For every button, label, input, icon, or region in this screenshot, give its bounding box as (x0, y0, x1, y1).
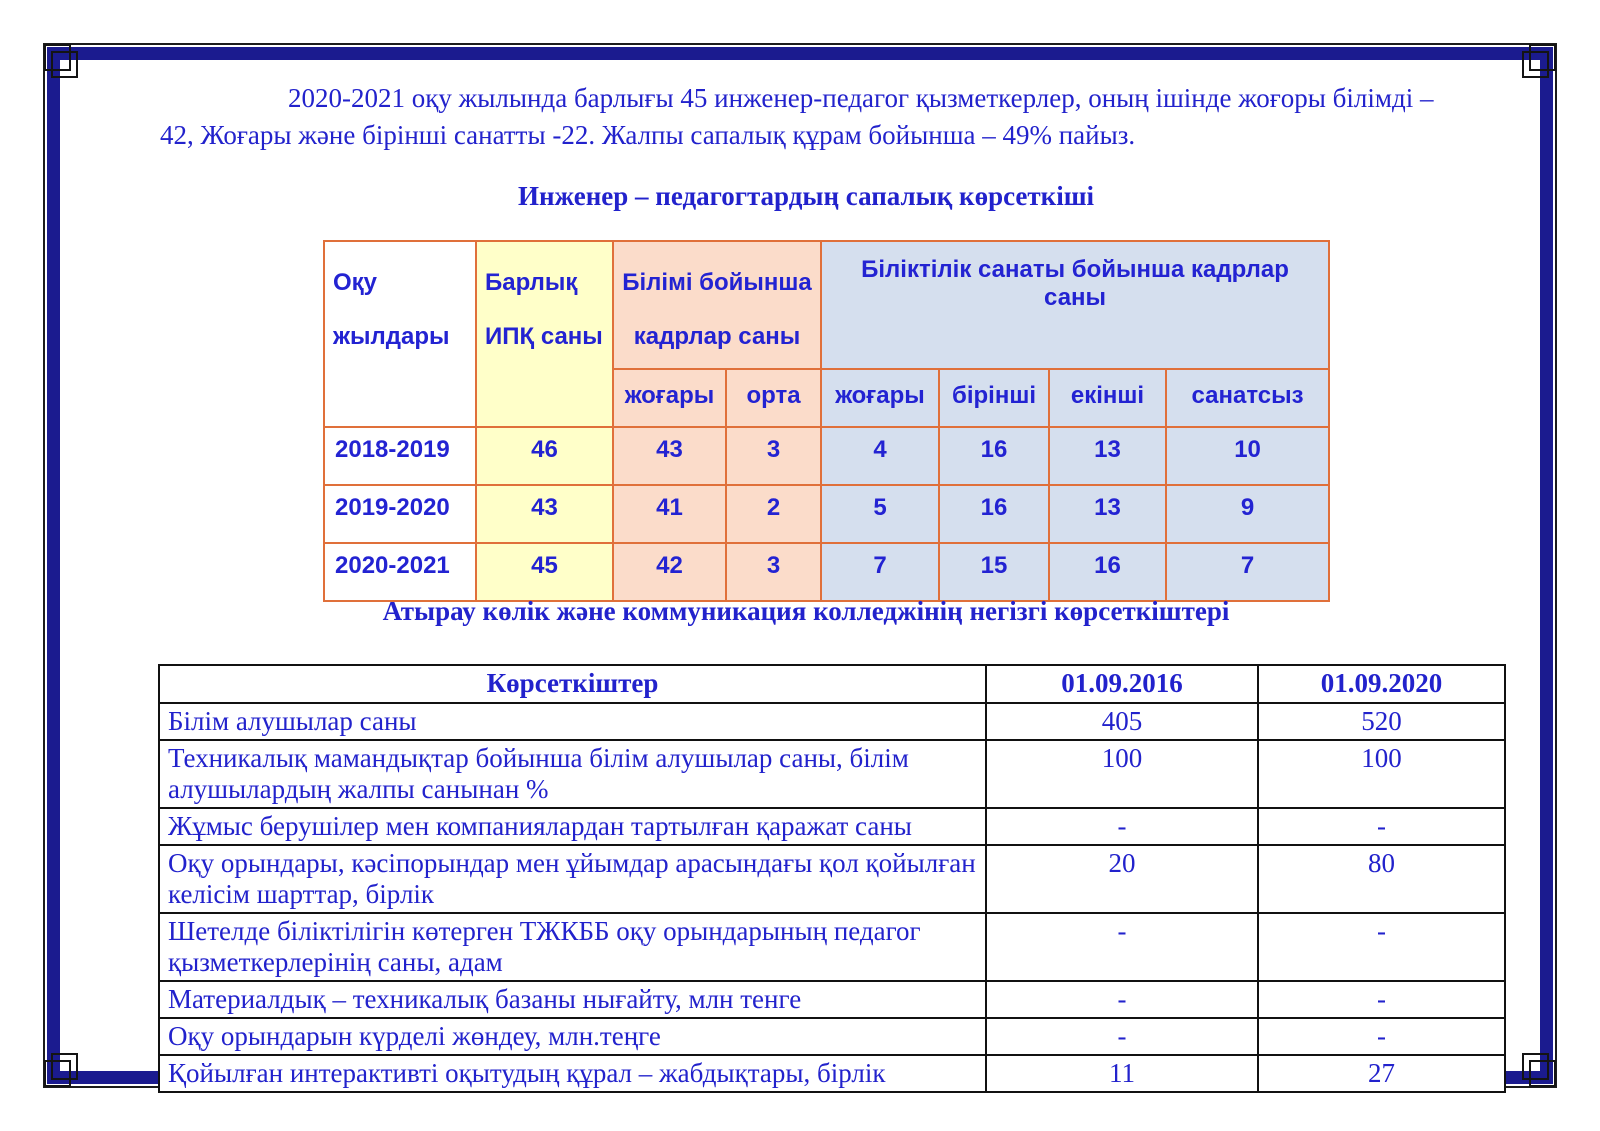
value-2016-cell: 405 (985, 702, 1259, 741)
no-cat-cell: 7 (1165, 542, 1331, 602)
border-corner-square (44, 1060, 71, 1087)
table1-title: Инженер – педагогтардың сапалық көрсеткі… (517, 181, 1095, 211)
indicator-label-cell: Материалдық – техникалық базаны нығайту,… (158, 980, 987, 1019)
table-row: 2020-2021 45 42 3 7 15 16 7 (323, 542, 1331, 602)
year-cell: 2018-2019 (323, 426, 477, 486)
value-2016-cell: 100 (985, 739, 1259, 809)
indicator-label-cell: Оқу орындары, кәсіпорындар мен ұйымдар а… (158, 844, 987, 914)
secondary-edu-cell: 3 (724, 542, 823, 602)
indicator-label-cell: Білім алушылар саны (158, 702, 987, 741)
indicator-label-cell: Жұмыс берушілер мен компаниялардан тарты… (158, 807, 987, 846)
secondary-edu-cell: 3 (724, 426, 823, 486)
group-header-qualification: Біліктілік санаты бойынша кадрлар саны (820, 240, 1331, 370)
value-2020-cell: 27 (1257, 1054, 1506, 1093)
table2-title: Атырау көлік және коммуникация колледжін… (382, 596, 1230, 626)
value-2020-cell: - (1257, 1017, 1506, 1056)
table-row: 2018-2019 46 43 3 4 16 13 10 (323, 426, 1331, 486)
subheader-higher-edu: жоғары (612, 368, 727, 428)
subheader-first-cat: бірінші (938, 368, 1051, 428)
table-row: Білім алушылар саны 405 520 (158, 702, 1506, 741)
higher-cat-cell: 7 (820, 542, 941, 602)
secondary-edu-cell: 2 (724, 484, 823, 544)
column-header-total-ipk: Барлық ИПҚ саны (475, 240, 614, 428)
value-2020-cell: - (1257, 807, 1506, 846)
table-header-row: Көрсеткіштер 01.09.2016 01.09.2020 (158, 664, 1506, 704)
value-2020-cell: - (1257, 912, 1506, 982)
border-corner-square (1529, 44, 1556, 71)
table-row: Материалдық – техникалық базаны нығайту,… (158, 980, 1506, 1019)
subheader-secondary-edu: орта (724, 368, 823, 428)
value-2016-cell: - (985, 912, 1259, 982)
higher-cat-cell: 4 (820, 426, 941, 486)
first-cat-cell: 15 (938, 542, 1051, 602)
higher-edu-cell: 41 (612, 484, 727, 544)
year-cell: 2019-2020 (323, 484, 477, 544)
border-corner-square (1522, 1053, 1549, 1080)
indicator-label-cell: Шетелде біліктілігін көтерген ТЖКББ оқу … (158, 912, 987, 982)
table-row: Қойылған интерактивті оқытудың құрал – ж… (158, 1054, 1506, 1093)
group-header-education: Білімі бойынша кадрлар саны (611, 240, 823, 370)
table-row: Шетелде біліктілігін көтерген ТЖКББ оқу … (158, 912, 1506, 982)
border-corner-square (51, 1053, 78, 1080)
border-corner-square (51, 51, 78, 78)
value-2016-cell: - (985, 980, 1259, 1019)
second-cat-cell: 13 (1048, 484, 1168, 544)
higher-edu-cell: 43 (612, 426, 727, 486)
engineer-pedagog-quality-table: Оқу жылдары Барлық ИПҚ саны Білімі бойын… (323, 240, 1331, 602)
column-header-indicators: Көрсеткіштер (158, 664, 987, 704)
border-corner-square (1529, 1060, 1556, 1087)
value-2016-cell: - (985, 1017, 1259, 1056)
year-cell: 2020-2021 (323, 542, 477, 602)
table-row: 2019-2020 43 41 2 5 16 13 9 (323, 484, 1331, 544)
value-2016-cell: 20 (985, 844, 1259, 914)
value-2020-cell: 520 (1257, 702, 1506, 741)
border-corner-square (44, 44, 71, 71)
table-row: Оқу орындары, кәсіпорындар мен ұйымдар а… (158, 844, 1506, 914)
college-indicators-table: Көрсеткіштер 01.09.2016 01.09.2020 Білім… (158, 664, 1506, 1093)
first-cat-cell: 16 (938, 484, 1051, 544)
second-cat-cell: 13 (1048, 426, 1168, 486)
second-cat-cell: 16 (1048, 542, 1168, 602)
total-ipk-cell: 46 (475, 426, 614, 486)
value-2016-cell: 11 (985, 1054, 1259, 1093)
higher-cat-cell: 5 (820, 484, 941, 544)
total-ipk-cell: 45 (475, 542, 614, 602)
no-cat-cell: 9 (1165, 484, 1331, 544)
indicator-label-cell: Оқу орындарын күрделі жөндеу, млн.теңге (158, 1017, 987, 1056)
subheader-second-cat: екінші (1048, 368, 1168, 428)
indicator-label-cell: Қойылған интерактивті оқытудың құрал – ж… (158, 1054, 987, 1093)
no-cat-cell: 10 (1165, 426, 1331, 486)
subheader-no-category: санатсыз (1165, 368, 1331, 428)
value-2020-cell: 80 (1257, 844, 1506, 914)
column-header-date-2020: 01.09.2020 (1257, 664, 1506, 704)
indicator-label-cell: Техникалық мамандықтар бойынша білім алу… (158, 739, 987, 809)
total-ipk-cell: 43 (475, 484, 614, 544)
value-2020-cell: - (1257, 980, 1506, 1019)
border-corner-square (1522, 51, 1549, 78)
table-row: Техникалық мамандықтар бойынша білім алу… (158, 739, 1506, 809)
higher-edu-cell: 42 (612, 542, 727, 602)
column-header-date-2016: 01.09.2016 (985, 664, 1259, 704)
table-row: Оқу орындарын күрделі жөндеу, млн.теңге … (158, 1017, 1506, 1056)
column-header-study-years: Оқу жылдары (323, 240, 477, 428)
first-cat-cell: 16 (938, 426, 1051, 486)
intro-paragraph: 2020-2021 оқу жылында барлығы 45 инженер… (160, 83, 1434, 150)
value-2020-cell: 100 (1257, 739, 1506, 809)
value-2016-cell: - (985, 807, 1259, 846)
table-row: Жұмыс берушілер мен компаниялардан тарты… (158, 807, 1506, 846)
subheader-higher-cat: жоғары (820, 368, 941, 428)
